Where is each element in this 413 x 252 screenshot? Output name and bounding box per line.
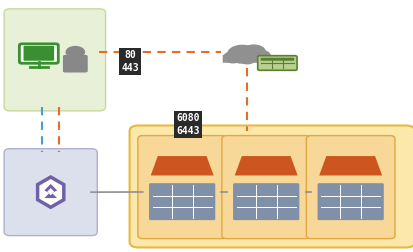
Polygon shape — [318, 156, 381, 175]
FancyBboxPatch shape — [257, 56, 296, 70]
Polygon shape — [234, 156, 297, 175]
Text: 6080
6443: 6080 6443 — [176, 113, 199, 136]
FancyBboxPatch shape — [24, 46, 54, 61]
FancyBboxPatch shape — [4, 149, 97, 236]
Polygon shape — [47, 188, 54, 195]
Circle shape — [66, 47, 84, 58]
FancyBboxPatch shape — [138, 136, 226, 239]
Circle shape — [223, 52, 242, 63]
FancyBboxPatch shape — [149, 183, 215, 220]
FancyBboxPatch shape — [129, 125, 413, 247]
Circle shape — [238, 54, 255, 64]
FancyBboxPatch shape — [19, 44, 58, 63]
FancyBboxPatch shape — [233, 183, 299, 220]
FancyBboxPatch shape — [306, 136, 394, 239]
Circle shape — [251, 50, 270, 62]
FancyBboxPatch shape — [221, 136, 310, 239]
FancyBboxPatch shape — [260, 58, 293, 61]
FancyBboxPatch shape — [222, 55, 269, 63]
Circle shape — [242, 45, 265, 59]
Polygon shape — [44, 184, 57, 194]
Polygon shape — [44, 192, 57, 198]
Circle shape — [227, 45, 256, 63]
Text: 80
443: 80 443 — [121, 50, 139, 73]
Polygon shape — [150, 156, 213, 175]
FancyBboxPatch shape — [4, 9, 105, 111]
Polygon shape — [38, 177, 64, 207]
FancyBboxPatch shape — [63, 55, 88, 73]
FancyBboxPatch shape — [317, 183, 383, 220]
